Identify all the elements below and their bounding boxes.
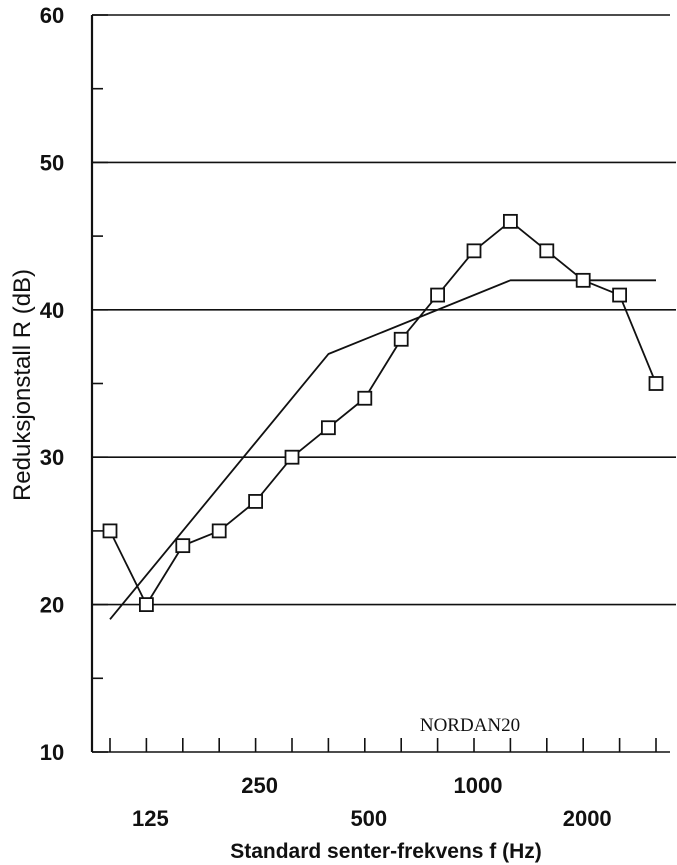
y-axis-title: Reduksjonstall R (dB) [9, 269, 36, 501]
x-ticks [109, 738, 657, 752]
data-point-2500-hz [612, 287, 627, 303]
data-point-125-hz [138, 597, 154, 612]
data-point-1600-hz [539, 243, 555, 259]
data-point-315-hz [284, 449, 300, 465]
y-tick-label-20: 20 [40, 593, 64, 618]
data-point-3150-hz [648, 376, 664, 391]
x-tick-label-1000: 1000 [454, 773, 503, 798]
data-point-160-hz [175, 538, 191, 554]
data-point-100-hz [102, 523, 118, 539]
data-point-500-hz [357, 390, 373, 406]
data-point-400-hz [320, 420, 336, 436]
measured-markers [102, 213, 664, 612]
reference-curve-line [109, 279, 656, 620]
measured-curve [109, 220, 657, 606]
x-axis-title: Standard senter-frekvens f (Hz) [230, 840, 542, 863]
grid-lines [92, 161, 676, 606]
reference-curve [109, 279, 656, 620]
y-tick-label-50: 50 [40, 150, 64, 175]
data-point-200-hz [211, 523, 227, 539]
x-tick-label-2000: 2000 [563, 806, 612, 831]
y-tick-labels: 10 20 30 40 50 60 [40, 3, 64, 765]
data-point-800-hz [430, 287, 446, 303]
x-tick-label-125: 125 [132, 806, 169, 831]
x-tick-labels: 250 1000 125 500 2000 [132, 773, 612, 831]
x-tick-label-500: 500 [350, 806, 387, 831]
y-tick-label-30: 30 [40, 445, 64, 470]
data-point-1250-hz [502, 213, 518, 229]
data-point-2000-hz [575, 272, 591, 288]
data-point-250-hz [248, 494, 264, 509]
y-ticks [92, 14, 108, 753]
y-tick-label-60: 60 [40, 3, 64, 28]
data-point-630-hz [393, 331, 409, 347]
data-point-1000-hz [466, 243, 482, 259]
measured-curve-line [109, 220, 657, 606]
y-tick-label-10: 10 [40, 740, 64, 765]
y-tick-label-40: 40 [40, 298, 64, 323]
x-tick-label-250: 250 [241, 773, 278, 798]
plot-frame [90, 14, 670, 753]
annotation-nordan20: NORDAN20 [420, 715, 520, 736]
